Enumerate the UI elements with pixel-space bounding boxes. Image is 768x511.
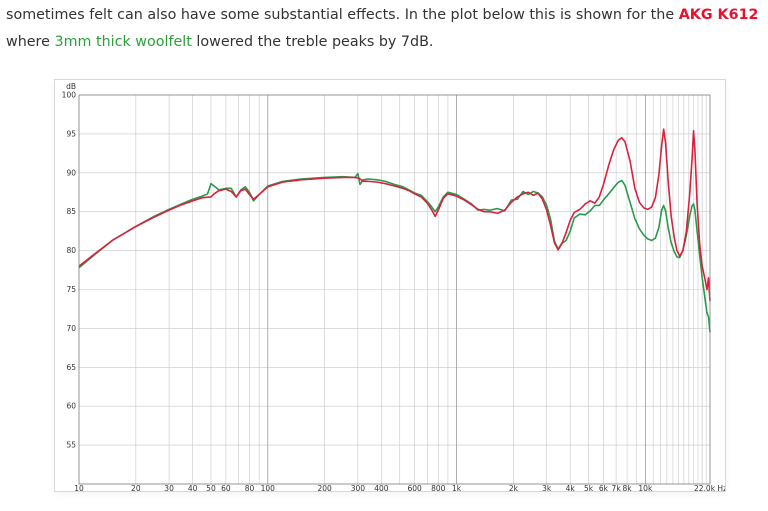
- y-tick-label: 75: [66, 285, 76, 294]
- y-tick-label: 90: [66, 168, 76, 177]
- y-tick-labels: 100 95 90 85 80 75 70 65 60 55: [62, 91, 77, 450]
- plot-frame: [78, 94, 711, 485]
- x-tick-label: 600: [408, 484, 423, 491]
- series-line-red: [78, 128, 711, 302]
- woolfelt-highlight: 3mm thick woolfelt: [54, 34, 192, 50]
- y-tick-label: 55: [66, 441, 76, 450]
- x-tick-label: 1k: [452, 484, 462, 491]
- x-tick-label: 8k: [622, 484, 632, 491]
- y-tick-label: 65: [66, 363, 76, 372]
- x-tick-label: 100: [261, 484, 276, 491]
- y-tick-label: 60: [66, 402, 76, 411]
- x-tick-labels: 10 20 30 40 50 60 80 100 200 300 400 600 800 1k 2k 3k 4k…: [74, 484, 725, 491]
- series-line-green: [78, 172, 711, 333]
- frequency-response-chart: 100 95 90 85 80 75 70 65 60 55 10 20 30 40 50 60 80 100 2…: [55, 80, 725, 491]
- x-tick-label: 400: [374, 484, 389, 491]
- paragraph-line-1: sometimes felt can also have some substa…: [6, 2, 762, 29]
- series-group: [78, 128, 711, 333]
- paragraph-text-1: sometimes felt can also have some substa…: [6, 7, 679, 23]
- x-tick-label: 22,0k Hz: [694, 484, 725, 491]
- frequency-response-figure: 100 95 90 85 80 75 70 65 60 55 10 20 30 40 50 60 80 100 2…: [55, 80, 725, 491]
- x-tick-label: 300: [351, 484, 366, 491]
- x-tick-label: 3k: [542, 484, 552, 491]
- x-tick-label: 800: [431, 484, 446, 491]
- paragraph-text-2b: lowered the treble peaks by 7dB.: [191, 34, 434, 50]
- y-tick-label: 85: [66, 207, 76, 216]
- x-tick-label: 4k: [566, 484, 576, 491]
- headphone-model-link[interactable]: AKG K612: [678, 7, 759, 23]
- x-tick-label: 6k: [599, 484, 609, 491]
- x-tick-label: 50: [206, 484, 216, 491]
- y-axis-label: dB: [66, 82, 76, 91]
- x-tick-label: 40: [188, 484, 198, 491]
- x-tick-label: 20: [131, 484, 141, 491]
- x-tick-label: 30: [164, 484, 174, 491]
- intro-paragraph: sometimes felt can also have some substa…: [6, 2, 762, 56]
- x-tick-label: 60: [221, 484, 231, 491]
- y-tick-label: 80: [66, 246, 76, 255]
- x-tick-label: 200: [317, 484, 332, 491]
- grid-lines: [79, 95, 710, 484]
- y-tick-label: 95: [66, 129, 76, 138]
- x-tick-label: 7k: [612, 484, 622, 491]
- x-tick-label: 10k: [638, 484, 653, 491]
- x-tick-label: 5k: [584, 484, 594, 491]
- paragraph-line-2: where 3mm thick woolfelt lowered the tre…: [6, 29, 762, 56]
- x-tick-label: 80: [245, 484, 255, 491]
- x-tick-label: 10: [74, 484, 84, 491]
- paragraph-text-2a: where: [6, 34, 55, 50]
- y-tick-label: 100: [62, 91, 77, 100]
- x-tick-label: 2k: [509, 484, 519, 491]
- y-tick-label: 70: [66, 324, 76, 333]
